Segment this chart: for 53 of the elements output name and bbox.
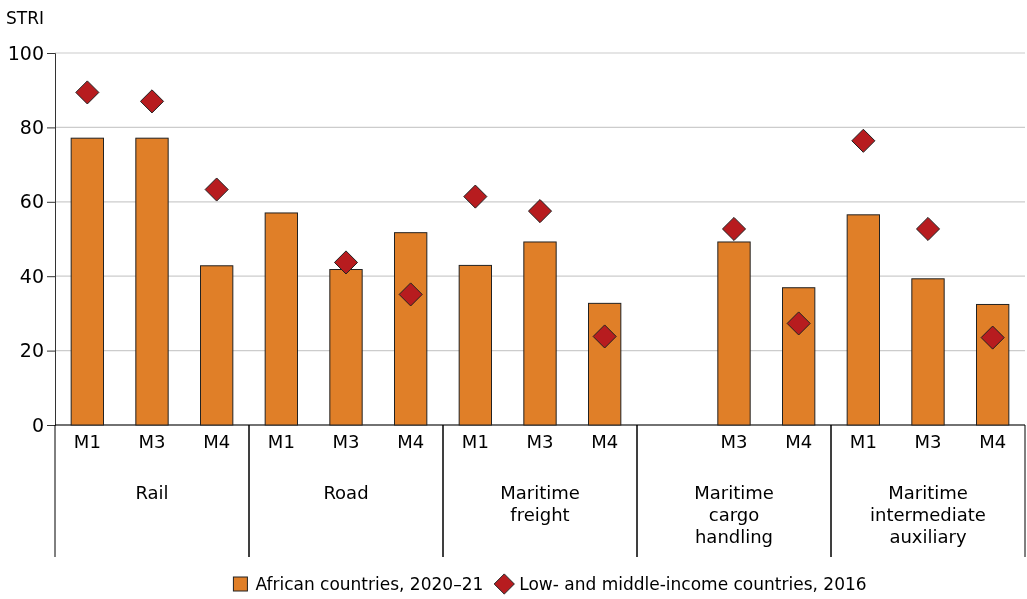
x-tick-label: M1 bbox=[73, 430, 101, 452]
text: Road bbox=[323, 482, 369, 503]
point bbox=[851, 128, 876, 153]
bar bbox=[846, 214, 880, 426]
x-tick-label: M3 bbox=[720, 430, 748, 452]
text: Rail bbox=[135, 482, 169, 503]
y-tick-label: 60 bbox=[19, 190, 44, 213]
legend-label: African countries, 2020–21 bbox=[255, 574, 484, 594]
x-tick-label: M1 bbox=[849, 430, 877, 452]
point bbox=[75, 80, 100, 105]
bar bbox=[200, 265, 234, 426]
bar bbox=[911, 278, 945, 426]
point bbox=[139, 89, 165, 114]
legend-label: Low- and middle-income countries, 2016 bbox=[519, 574, 867, 594]
point bbox=[786, 311, 811, 336]
bar bbox=[70, 137, 104, 426]
y-axis-title: STRI bbox=[6, 8, 45, 28]
bar bbox=[976, 303, 1010, 426]
x-tick-label: M3 bbox=[138, 430, 166, 452]
bar bbox=[135, 137, 169, 426]
x-tick-label: M3 bbox=[526, 430, 554, 452]
y-tick-label: 20 bbox=[19, 339, 44, 362]
x-tick-label: M3 bbox=[914, 430, 942, 452]
text: Maritime freight bbox=[500, 482, 580, 525]
y-tick-label: 100 bbox=[7, 41, 44, 64]
point bbox=[721, 216, 747, 241]
x-tick-label: M1 bbox=[461, 430, 489, 452]
point bbox=[204, 177, 229, 202]
bar bbox=[394, 232, 428, 426]
x-tick-label: M3 bbox=[332, 430, 360, 452]
point bbox=[527, 199, 553, 224]
x-tick-label: M1 bbox=[267, 430, 295, 452]
y-tick-label: 0 bbox=[31, 413, 44, 436]
point bbox=[398, 282, 423, 307]
point bbox=[980, 325, 1005, 350]
x-tick-label: M4 bbox=[979, 430, 1007, 452]
x-tick-label: M4 bbox=[203, 430, 231, 452]
point bbox=[592, 324, 617, 349]
bar bbox=[523, 241, 557, 426]
point bbox=[333, 250, 359, 275]
x-tick-label: M4 bbox=[785, 430, 813, 452]
point bbox=[915, 216, 941, 241]
point bbox=[463, 184, 488, 209]
bar bbox=[264, 212, 298, 426]
x-tick-label: M4 bbox=[591, 430, 619, 452]
y-tick-label: 40 bbox=[19, 264, 44, 287]
bar bbox=[782, 287, 816, 426]
x-tick-label: M4 bbox=[397, 430, 425, 452]
text: Maritime cargo handling bbox=[694, 482, 774, 547]
text: Maritime intermediate auxiliary bbox=[870, 482, 986, 547]
bar bbox=[588, 302, 622, 426]
bar bbox=[458, 264, 492, 426]
y-tick-label: 80 bbox=[19, 115, 44, 138]
